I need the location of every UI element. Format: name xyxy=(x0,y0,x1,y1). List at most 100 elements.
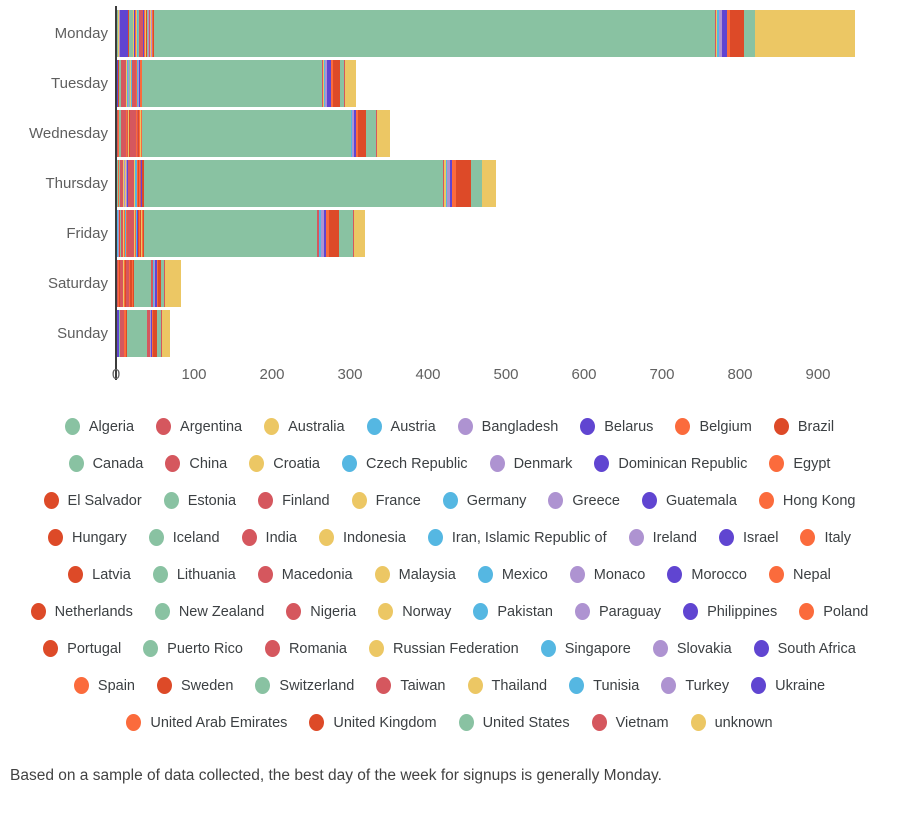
bar-segment[interactable] xyxy=(345,60,357,107)
bar-segment[interactable] xyxy=(133,10,135,57)
bar-segment[interactable] xyxy=(153,310,158,357)
bar-segment[interactable] xyxy=(117,210,118,257)
bar-segment[interactable] xyxy=(141,160,143,207)
bar-segment[interactable] xyxy=(140,110,141,157)
bar-segment[interactable] xyxy=(137,60,139,107)
bar-segment[interactable] xyxy=(132,10,134,57)
bar-segment[interactable] xyxy=(145,10,147,57)
bar-segment[interactable] xyxy=(117,310,119,357)
bar-segment[interactable] xyxy=(352,110,354,157)
bar-segment[interactable] xyxy=(132,260,134,307)
bar-segment[interactable] xyxy=(351,110,353,157)
legend-item[interactable]: Hong Kong xyxy=(758,492,855,509)
bar-segment[interactable] xyxy=(324,210,326,257)
bar-segment[interactable] xyxy=(119,10,121,57)
bar-segment[interactable] xyxy=(447,160,450,207)
legend-item[interactable]: Sweden xyxy=(157,677,233,694)
bar-segment[interactable] xyxy=(324,60,328,107)
bar-segment[interactable] xyxy=(119,60,121,107)
bar-segment[interactable] xyxy=(121,310,123,357)
legend-item[interactable]: Turkey xyxy=(661,677,729,694)
bar-segment[interactable] xyxy=(455,160,472,207)
bar-segment[interactable] xyxy=(119,210,121,257)
bar-segment[interactable] xyxy=(482,160,497,207)
bar-segment[interactable] xyxy=(149,10,151,57)
bar-segment[interactable] xyxy=(332,60,341,107)
bar-segment[interactable] xyxy=(340,60,345,107)
legend-item[interactable]: Taiwan xyxy=(376,677,446,694)
bar-segment[interactable] xyxy=(120,110,126,157)
bar-segment[interactable] xyxy=(118,260,121,307)
bar-segment[interactable] xyxy=(123,160,124,207)
bar-segment[interactable] xyxy=(721,10,727,57)
bar-segment[interactable] xyxy=(445,160,448,207)
bar-segment[interactable] xyxy=(755,10,856,57)
bar-segment[interactable] xyxy=(131,260,133,307)
bar-segment[interactable] xyxy=(135,210,137,257)
bar-segment[interactable] xyxy=(137,110,138,157)
bar-segment[interactable] xyxy=(133,260,134,307)
bar-segment[interactable] xyxy=(137,60,138,107)
bar-segment[interactable] xyxy=(125,310,127,357)
legend-item[interactable]: Czech Republic xyxy=(342,455,468,472)
bar-segment[interactable] xyxy=(135,160,137,207)
bar-segment[interactable] xyxy=(142,210,144,257)
legend-item[interactable]: Guatemala xyxy=(641,492,737,509)
bar-segment[interactable] xyxy=(131,60,136,107)
bar-segment[interactable] xyxy=(143,210,144,257)
bar-segment[interactable] xyxy=(150,10,152,57)
bar-segment[interactable] xyxy=(156,260,159,307)
bar-segment[interactable] xyxy=(119,160,121,207)
bar-segment[interactable] xyxy=(124,160,126,207)
bar-segment[interactable] xyxy=(140,60,142,107)
legend-item[interactable]: United States xyxy=(458,714,570,731)
bar-segment[interactable] xyxy=(135,60,137,107)
bar-segment[interactable] xyxy=(718,10,722,57)
bar-segment[interactable] xyxy=(147,10,149,57)
bar-segment[interactable] xyxy=(120,310,122,357)
bar-segment[interactable] xyxy=(141,110,143,157)
bar-segment[interactable] xyxy=(130,260,131,307)
bar-segment[interactable] xyxy=(138,110,140,157)
bar-segment[interactable] xyxy=(135,10,137,57)
bar-segment[interactable] xyxy=(118,310,120,357)
bar-segment[interactable] xyxy=(344,60,346,107)
bar-segment[interactable] xyxy=(140,210,141,257)
legend-item[interactable]: Ireland xyxy=(628,529,697,546)
legend-item[interactable]: United Arab Emirates xyxy=(126,714,287,731)
bar-segment[interactable] xyxy=(140,160,142,207)
legend-item[interactable]: El Salvador xyxy=(43,492,142,509)
bar-segment[interactable] xyxy=(152,10,155,57)
bar-segment[interactable] xyxy=(120,60,127,107)
bar-segment[interactable] xyxy=(142,60,322,107)
bar-segment[interactable] xyxy=(123,260,125,307)
bar-segment[interactable] xyxy=(352,210,354,257)
legend-item[interactable]: Dominican Republic xyxy=(594,455,747,472)
bar-segment[interactable] xyxy=(331,60,333,107)
bar-segment[interactable] xyxy=(127,10,130,57)
bar-segment[interactable] xyxy=(139,160,141,207)
bar-segment[interactable] xyxy=(138,160,140,207)
legend-item[interactable]: Germany xyxy=(442,492,526,509)
bar-segment[interactable] xyxy=(126,260,130,307)
bar-segment[interactable] xyxy=(165,260,181,307)
bar-segment[interactable] xyxy=(136,160,138,207)
legend-item[interactable]: India xyxy=(241,529,297,546)
bar-segment[interactable] xyxy=(124,210,126,257)
legend-item[interactable]: Paraguay xyxy=(574,603,661,620)
bar-segment[interactable] xyxy=(118,160,120,207)
bar-segment[interactable] xyxy=(147,310,150,357)
legend-item[interactable]: Estonia xyxy=(163,492,236,509)
bar-segment[interactable] xyxy=(123,210,124,257)
bar-segment[interactable] xyxy=(140,110,142,157)
bar-segment[interactable] xyxy=(471,160,482,207)
legend-item[interactable]: Canada xyxy=(68,455,143,472)
bar-segment[interactable] xyxy=(118,10,120,57)
bar-segment[interactable] xyxy=(138,210,140,257)
legend-item[interactable]: Hungary xyxy=(47,529,127,546)
legend-item[interactable]: New Zealand xyxy=(154,603,264,620)
bar-segment[interactable] xyxy=(320,210,325,257)
bar-segment[interactable] xyxy=(134,210,136,257)
bar-segment[interactable] xyxy=(143,160,443,207)
legend-item[interactable]: Norway xyxy=(378,603,451,620)
